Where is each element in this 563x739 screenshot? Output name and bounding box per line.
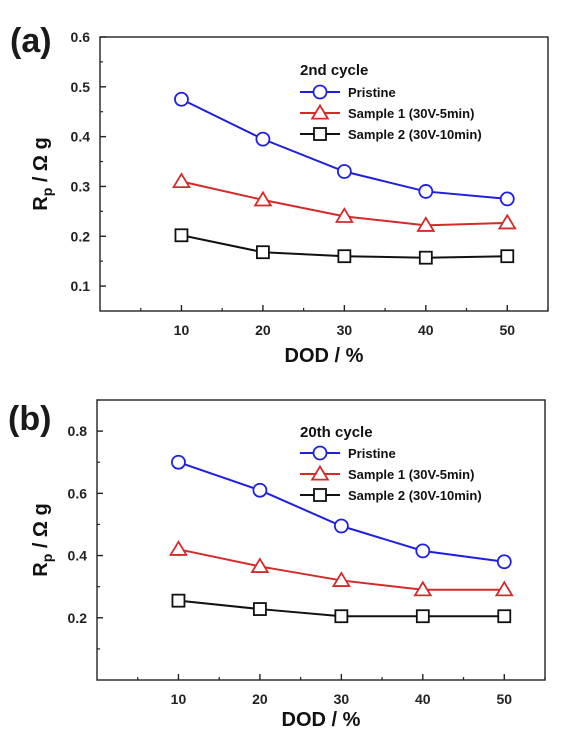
x-tick-label: 10 (174, 322, 190, 338)
data-point-0-3 (418, 184, 434, 199)
y-tick-label: 0.2 (68, 610, 88, 626)
data-point-2-1 (256, 245, 270, 260)
legend-label-1: Sample 1 (30V-5min) (348, 467, 474, 482)
data-point-0-1 (252, 482, 268, 498)
x-axis-title: DOD / % (285, 345, 364, 367)
chart-panel-0: (a) 10 20 30 40 50 0.1 0.2 0.3 0.4 0.5 0.6 DOD / % Rp… (10, 22, 549, 367)
data-point-2-3 (418, 250, 433, 265)
x-tick-label: 20 (252, 691, 268, 707)
legend-label-2: Sample 2 (30V-10min) (348, 127, 482, 142)
x-tick-label: 40 (415, 691, 431, 707)
data-point-2-2 (334, 609, 349, 624)
y-tick-label: 0.1 (71, 278, 91, 294)
x-tick-label: 20 (255, 322, 271, 338)
data-point-1-1 (250, 557, 270, 573)
legend-title: 2nd cycle (300, 62, 368, 79)
y-tick-label: 0.2 (71, 228, 91, 244)
legend-label-0: Pristine (348, 446, 396, 461)
data-point-1-0 (171, 172, 191, 188)
data-point-2-3 (415, 609, 430, 624)
x-tick-label: 50 (496, 691, 512, 707)
legend-marker-2 (313, 127, 327, 141)
x-tick-label: 30 (337, 322, 353, 338)
x-tick-label: 30 (334, 691, 350, 707)
data-point-1-4 (497, 213, 517, 230)
data-point-0-4 (499, 191, 515, 207)
y-tick-label: 0.6 (68, 485, 88, 501)
data-point-1-0 (168, 540, 188, 556)
data-point-2-4 (497, 609, 512, 624)
x-tick-label: 40 (418, 322, 434, 338)
x-tick-label: 50 (499, 322, 515, 338)
data-point-0-2 (336, 164, 352, 179)
y-tick-label: 0.6 (71, 29, 91, 45)
data-point-0-2 (333, 518, 349, 534)
legend-marker-0 (312, 445, 328, 461)
x-axis-title: DOD / % (282, 709, 361, 731)
legend-label-0: Pristine (348, 85, 396, 100)
panel-label: (a) (10, 22, 52, 60)
y-tick-label: 0.4 (71, 129, 91, 145)
panel-label: (b) (8, 400, 51, 438)
data-point-0-3 (415, 543, 431, 559)
legend-label-1: Sample 1 (30V-5min) (348, 106, 474, 121)
y-tick-label: 0.4 (68, 548, 88, 564)
data-point-2-2 (337, 249, 352, 264)
data-point-2-1 (253, 602, 267, 616)
y-axis-title: Rp / Ω g (30, 503, 55, 577)
y-tick-label: 0.3 (71, 178, 91, 194)
legend-marker-1 (310, 464, 330, 481)
legend-marker-0 (312, 84, 328, 100)
data-point-0-1 (255, 131, 271, 147)
data-point-2-4 (500, 249, 515, 264)
data-point-1-3 (416, 216, 436, 232)
y-tick-label: 0.5 (71, 79, 91, 95)
plot-frame (99, 36, 549, 312)
data-point-0-0 (174, 91, 189, 107)
data-point-2-0 (174, 228, 189, 243)
legend-title: 20th cycle (300, 424, 373, 441)
legend-marker-2 (313, 488, 327, 502)
data-point-1-1 (253, 190, 273, 207)
y-tick-label: 0.8 (68, 423, 88, 439)
data-point-1-2 (331, 571, 351, 587)
y-axis-title: Rp / Ω g (30, 137, 55, 211)
x-tick-label: 10 (171, 691, 187, 707)
legend-marker-1 (310, 103, 330, 120)
chart-panel-1: (b) 10 20 30 40 50 0.2 0.4 0.6 0.8 DOD / % Rp / Ω g… (8, 399, 546, 731)
data-point-1-3 (413, 580, 433, 597)
data-point-1-4 (494, 580, 514, 597)
data-point-1-2 (334, 207, 354, 223)
data-point-0-4 (496, 554, 512, 570)
plot-frame (96, 399, 546, 681)
data-point-0-0 (171, 454, 186, 470)
data-point-2-0 (171, 593, 186, 608)
legend-label-2: Sample 2 (30V-10min) (348, 488, 482, 503)
